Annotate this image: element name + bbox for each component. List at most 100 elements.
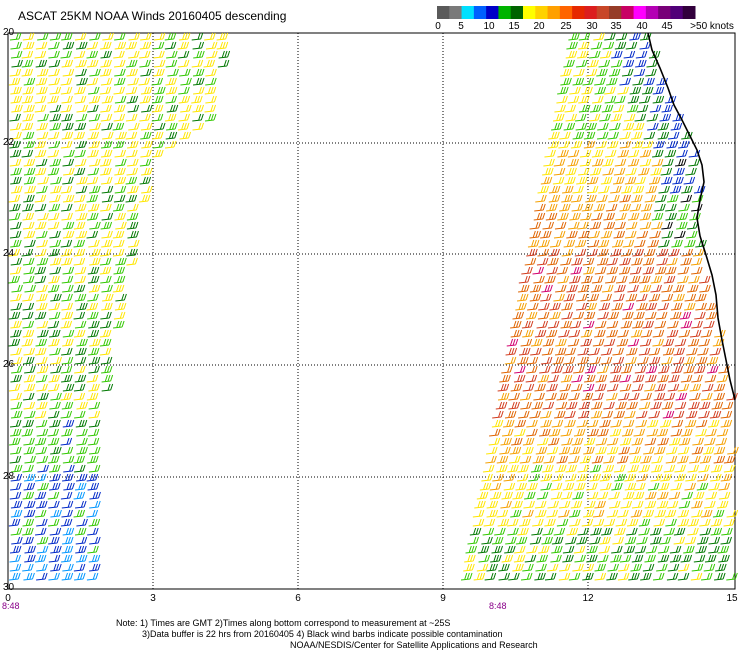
wind-barb xyxy=(629,203,642,212)
wind-barb xyxy=(10,392,22,401)
wind-barb xyxy=(664,509,677,518)
wind-barb xyxy=(622,311,634,320)
wind-barb xyxy=(140,149,152,158)
wind-barb xyxy=(488,437,501,446)
wind-barb xyxy=(689,383,702,392)
wind-barb xyxy=(555,338,567,347)
wind-barb xyxy=(656,500,669,509)
wind-barb xyxy=(659,419,672,428)
wind-barb xyxy=(60,239,73,248)
wind-barb xyxy=(89,491,101,500)
wind-barb xyxy=(509,446,522,455)
wind-barb xyxy=(498,563,510,572)
wind-barb xyxy=(619,140,632,149)
wind-barb xyxy=(652,95,665,104)
wind-barb xyxy=(154,86,166,95)
wind-barb xyxy=(656,428,669,437)
wind-barb xyxy=(553,167,566,176)
wind-barb xyxy=(610,248,622,257)
wind-barb xyxy=(62,41,75,50)
wind-barb xyxy=(526,419,538,428)
wind-barb xyxy=(89,248,101,257)
wind-barb xyxy=(516,293,529,302)
wind-barb xyxy=(558,500,571,509)
wind-barb xyxy=(50,509,62,518)
wind-barb xyxy=(656,563,668,572)
wind-barb xyxy=(685,230,698,239)
wind-barb xyxy=(62,230,75,239)
wind-barb xyxy=(622,419,635,428)
wind-barb xyxy=(606,509,619,518)
wind-barb xyxy=(554,347,567,356)
wind-barb xyxy=(661,356,673,365)
wind-barb xyxy=(700,572,713,581)
wind-barb xyxy=(602,158,614,167)
wind-barb xyxy=(658,365,670,374)
wind-barb xyxy=(125,131,138,140)
wind-barb xyxy=(677,383,690,392)
map-frame xyxy=(7,32,736,590)
wind-barb xyxy=(550,482,563,491)
wind-barb xyxy=(591,158,604,167)
wind-barb xyxy=(720,536,732,545)
wind-barb xyxy=(22,329,35,338)
wind-barb xyxy=(584,500,596,509)
wind-barb xyxy=(617,149,629,158)
wind-barb xyxy=(113,194,126,203)
wind-barb xyxy=(21,338,34,347)
wind-barb xyxy=(572,491,584,500)
wind-barb xyxy=(665,212,677,221)
wind-barb xyxy=(87,104,99,113)
wind-barb xyxy=(47,491,60,500)
wind-barb xyxy=(657,545,670,554)
wind-barb xyxy=(34,275,47,284)
wind-barb xyxy=(36,284,48,293)
wind-barb xyxy=(61,203,73,212)
wind-barb xyxy=(631,437,644,446)
wind-barb xyxy=(645,545,658,554)
wind-barb xyxy=(615,401,627,410)
wind-barb xyxy=(503,419,515,428)
wind-barb xyxy=(709,410,722,419)
wind-barb xyxy=(23,194,35,203)
wind-barb xyxy=(568,572,581,581)
wind-barb xyxy=(591,149,604,158)
wind-barb xyxy=(559,383,572,392)
wind-barb xyxy=(10,401,23,410)
wind-barb xyxy=(592,95,604,104)
wind-barb xyxy=(657,374,669,383)
wind-barb xyxy=(594,383,607,392)
wind-barb xyxy=(479,482,492,491)
lat-label: 28 xyxy=(3,471,15,482)
wind-barb xyxy=(177,50,190,59)
wind-barb xyxy=(490,554,502,563)
wind-barb xyxy=(37,176,49,185)
wind-barb xyxy=(567,158,579,167)
wind-barb xyxy=(656,257,668,266)
wind-barb xyxy=(577,356,589,365)
wind-barb xyxy=(165,131,178,140)
wind-barb xyxy=(695,302,707,311)
wind-barb xyxy=(474,500,486,509)
wind-barb xyxy=(477,545,490,554)
wind-barb xyxy=(88,464,101,473)
wind-barb xyxy=(590,284,603,293)
wind-barb xyxy=(575,302,588,311)
wind-barb xyxy=(689,392,701,401)
wind-barb xyxy=(544,275,556,284)
wind-barb xyxy=(578,104,591,113)
wind-barb xyxy=(37,464,49,473)
wind-barb xyxy=(666,329,679,338)
wind-barb xyxy=(49,347,61,356)
wind-barb xyxy=(47,518,60,527)
wind-barb xyxy=(677,563,690,572)
wind-barb xyxy=(37,329,49,338)
wind-barb xyxy=(47,437,60,446)
wind-barb xyxy=(62,473,74,482)
wind-barb xyxy=(48,374,60,383)
wind-barb xyxy=(75,347,87,356)
wind-barb xyxy=(547,257,559,266)
wind-barb xyxy=(206,50,218,59)
wind-barb xyxy=(680,194,693,203)
wind-barb xyxy=(687,518,700,527)
